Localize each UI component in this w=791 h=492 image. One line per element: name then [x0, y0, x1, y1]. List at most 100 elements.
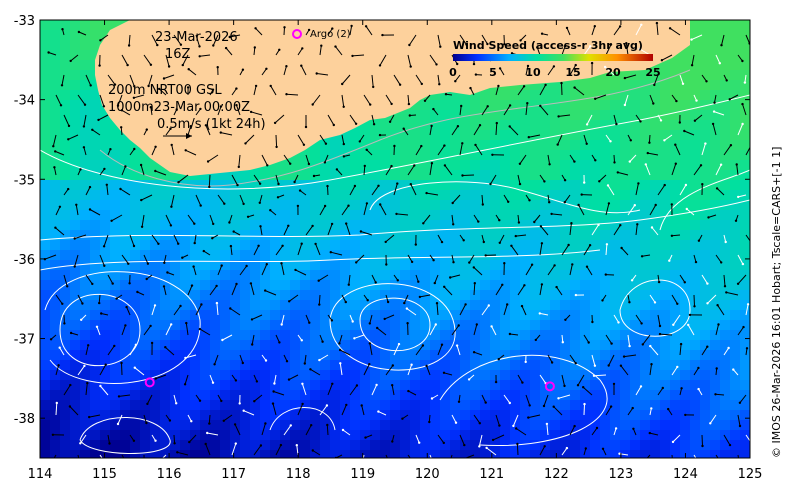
wind-cell — [370, 250, 381, 261]
current-arrow — [283, 66, 287, 76]
wind-cell — [640, 290, 651, 301]
wind-cell — [520, 220, 531, 231]
wind-cell — [290, 330, 301, 341]
wind-cell — [260, 220, 271, 231]
wind-cell — [560, 260, 571, 271]
current-arrow-head — [124, 460, 126, 462]
wind-cell — [440, 100, 451, 111]
current-arrow — [558, 394, 571, 399]
current-arrow-head — [449, 276, 452, 279]
wind-cell — [60, 350, 71, 361]
current-arrow-head — [350, 24, 353, 28]
wind-cell — [290, 450, 301, 458]
wind-cell — [650, 350, 661, 361]
current-arrow-head — [208, 185, 211, 189]
current-arrow-head — [241, 68, 245, 71]
wind-cell — [150, 430, 161, 441]
wind-cell — [220, 420, 231, 431]
wind-cell — [260, 340, 271, 351]
wind-cell — [580, 360, 591, 371]
wind-cell — [500, 310, 511, 321]
current-arrow-head — [242, 202, 245, 206]
wind-cell — [330, 370, 341, 381]
current-arrow — [739, 394, 747, 404]
wind-cell — [450, 120, 461, 131]
wind-cell — [380, 220, 391, 231]
wind-cell — [580, 300, 591, 311]
colorbar-tick-label: 20 — [605, 66, 621, 79]
wind-cell — [720, 260, 731, 271]
current-arrow — [385, 165, 392, 176]
wind-cell — [590, 110, 601, 121]
current-arrow — [635, 314, 643, 324]
wind-cell — [250, 350, 261, 361]
wind-cell — [380, 430, 391, 441]
wind-cell — [600, 300, 611, 311]
current-arrow — [85, 186, 91, 196]
wind-cell — [490, 390, 501, 401]
current-arrow-head — [145, 128, 148, 131]
wind-cell — [70, 360, 81, 371]
current-arrow-head — [273, 121, 277, 125]
wind-cell — [380, 380, 391, 391]
current-arrow-head — [609, 140, 612, 143]
current-arrow — [77, 294, 83, 304]
current-arrow — [701, 346, 708, 356]
wind-cell — [240, 290, 251, 301]
current-arrow-head — [351, 54, 354, 58]
wind-cell — [320, 450, 331, 458]
wind-cell — [60, 200, 71, 211]
wind-cell — [510, 250, 521, 261]
wind-cell — [250, 340, 261, 351]
wind-cell — [60, 370, 71, 381]
wind-cell — [470, 190, 481, 201]
current-arrow — [647, 152, 659, 156]
wind-cell — [700, 270, 711, 281]
wind-cell — [90, 250, 101, 261]
current-arrow — [85, 383, 88, 396]
wind-cell — [560, 390, 571, 401]
wind-cell — [730, 310, 741, 321]
wind-cell — [100, 420, 111, 431]
wind-cell — [450, 210, 461, 221]
wind-cell — [250, 320, 261, 331]
wind-cell — [50, 370, 61, 381]
wind-cell — [600, 160, 611, 171]
wind-cell — [570, 310, 581, 321]
wind-cell — [550, 270, 561, 281]
current-arrow — [635, 224, 638, 236]
current-arrow-head — [120, 126, 123, 129]
current-arrow — [707, 294, 717, 304]
wind-cell — [540, 300, 551, 311]
current-arrow-head — [742, 325, 745, 329]
current-arrow — [363, 165, 366, 176]
wind-cell — [610, 70, 621, 81]
current-arrow — [509, 333, 519, 336]
wind-cell — [200, 250, 211, 261]
wind-cell — [740, 130, 750, 141]
current-arrow-head — [728, 443, 732, 447]
current-arrow-head — [413, 164, 416, 167]
wind-cell — [510, 200, 521, 211]
current-arrow — [693, 165, 702, 176]
wind-cell — [640, 240, 651, 251]
wind-cell — [460, 140, 471, 151]
current-arrow-head — [589, 45, 592, 48]
current-arrow-head — [128, 282, 131, 285]
wind-cell — [520, 380, 531, 391]
wind-cell — [80, 370, 91, 381]
wind-cell — [130, 250, 141, 261]
wind-cell — [630, 90, 641, 101]
wind-cell — [70, 450, 81, 458]
wind-cell — [590, 420, 601, 431]
wind-cell — [410, 380, 421, 391]
wind-cell — [110, 350, 121, 361]
current-arrow-head — [97, 118, 100, 122]
wind-cell — [610, 370, 621, 381]
wind-cell — [540, 210, 551, 221]
current-arrow-head — [524, 360, 527, 364]
wind-cell — [240, 310, 251, 321]
wind-cell — [510, 280, 521, 291]
wind-cell — [550, 410, 561, 421]
current-arrow-head — [530, 263, 534, 266]
